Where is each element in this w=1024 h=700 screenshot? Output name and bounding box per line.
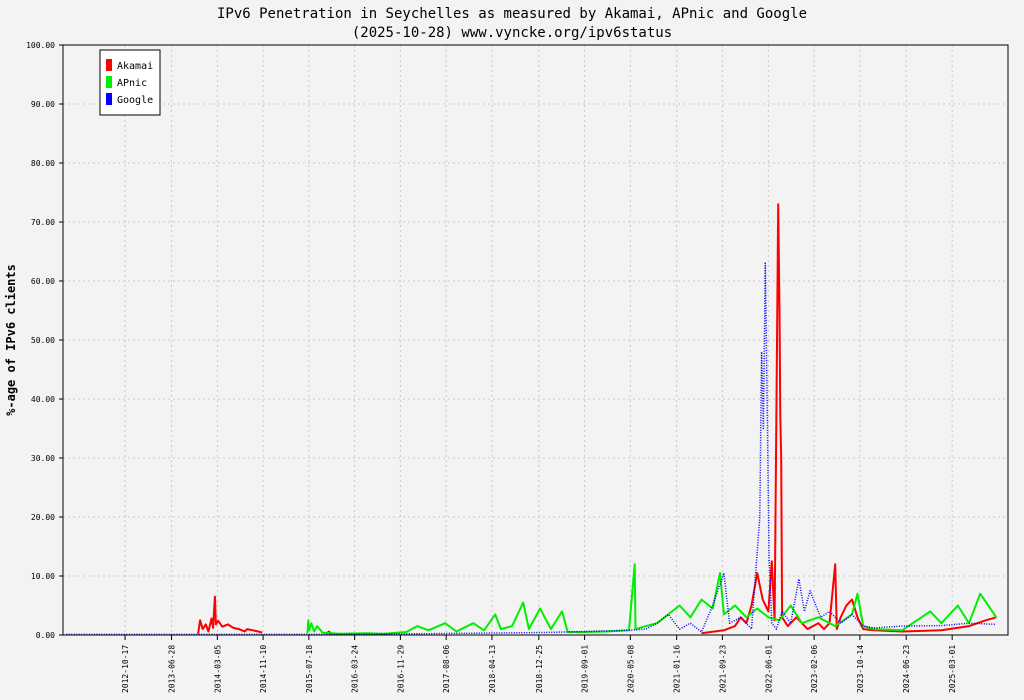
y-tick-label: 30.00 [31,454,55,463]
x-tick-label: 2018-04-13 [488,645,497,693]
y-tick-label: 0.00 [36,631,55,640]
x-tick-label: 2025-03-01 [948,645,957,693]
y-tick-label: 40.00 [31,395,55,404]
y-tick-label: 100.00 [26,41,55,50]
x-tick-label: 2023-10-14 [856,645,865,693]
x-tick-label: 2016-03-24 [351,645,360,693]
x-tick-label: 2014-03-05 [213,645,222,693]
y-axis: 0.00 10.00 20.00 30.00 40.00 50.00 60.00 70.00 8… [26,41,63,640]
y-tick-label: 50.00 [31,336,55,345]
y-tick-label: 90.00 [31,100,55,109]
x-tick-label: 2022-06-01 [764,645,773,693]
y-tick-label: 70.00 [31,218,55,227]
chart-title: IPv6 Penetration in Seychelles as measur… [217,6,807,22]
x-tick-label: 2017-08-06 [442,645,451,693]
x-tick-label: 2019-09-01 [581,645,590,693]
legend-swatch-apnic [106,76,112,88]
x-tick-label: 2023-02-06 [810,645,819,693]
x-tick-label: 2014-11-10 [259,645,268,693]
x-tick-label: 2012-10-17 [121,645,130,693]
legend-label-akamai: Akamai [117,61,153,72]
x-tick-label: 2020-05-08 [626,645,635,693]
x-tick-label: 2016-11-29 [396,645,405,693]
y-axis-label: %-age of IPv6 clients [4,264,18,416]
series-line-apnic [306,563,998,635]
y-tick-label: 60.00 [31,277,55,286]
chart-subtitle: (2025-10-28) www.vyncke.org/ipv6status [352,25,672,41]
series-lines [66,203,998,636]
grid-lines [63,44,1008,636]
x-tick-label: 2015-07-18 [305,645,314,693]
x-tick-label: 2013-06-28 [168,645,177,693]
x-tick-label: 2024-06-23 [902,645,911,693]
y-tick-label: 10.00 [31,572,55,581]
plot-frame [62,44,1009,636]
y-tick-label: 20.00 [31,513,55,522]
y-tick-label: 80.00 [31,159,55,168]
legend-label-apnic: APnic [117,78,147,89]
x-axis: 2012-10-17 2013-06-28 2014-03-05 2014-11-10… [121,635,957,693]
series-line-google [66,262,997,636]
legend: Akamai APnic Google [99,49,161,116]
legend-swatch-akamai [106,59,112,71]
x-tick-label: 2021-09-23 [718,645,727,693]
x-tick-label: 2021-01-16 [673,645,682,693]
legend-label-google: Google [117,95,153,106]
x-tick-label: 2018-12-25 [535,645,544,693]
legend-swatch-google [106,93,112,105]
